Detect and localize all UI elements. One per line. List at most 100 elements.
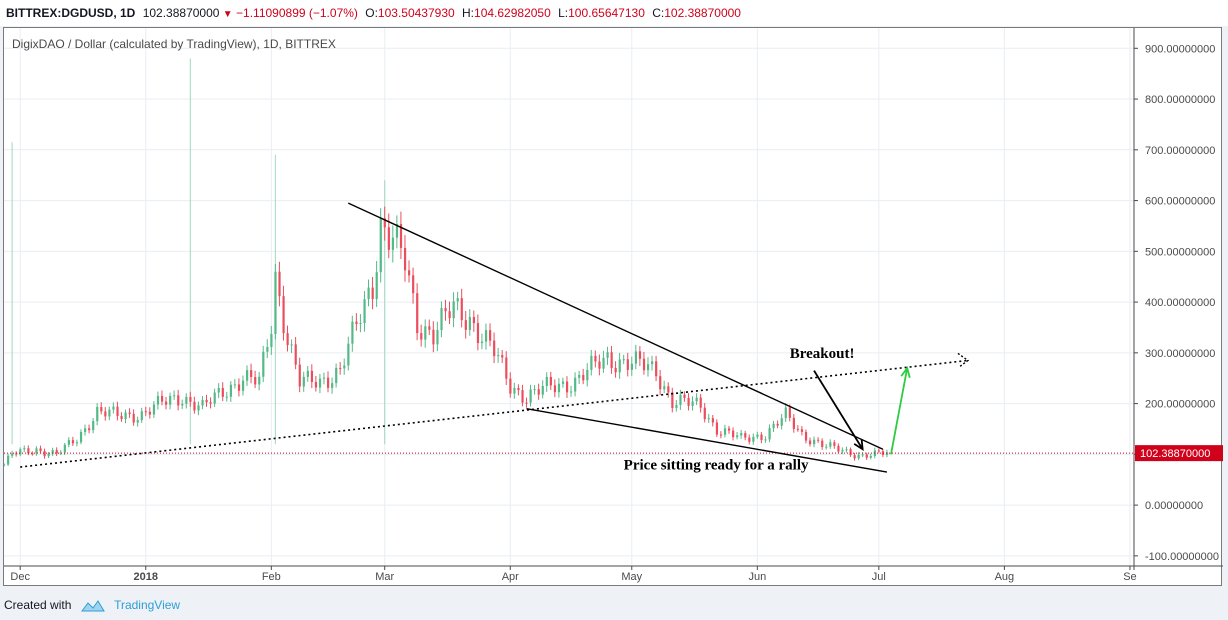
candle-body xyxy=(444,308,447,312)
chart-header: BITTREX:DGDUSD, 1D 102.38870000 ▼ −1.110… xyxy=(0,0,1228,26)
candle-body xyxy=(699,397,702,408)
rally-arrow-head xyxy=(900,366,911,378)
candle-body xyxy=(740,433,743,436)
price-chart[interactable]: 900.00000000 800.00000000 700.00000000 600.… xyxy=(4,28,1223,587)
candle-body xyxy=(432,329,435,345)
candle-body xyxy=(598,361,601,369)
tradingview-logo-icon[interactable] xyxy=(80,599,105,613)
candle-body xyxy=(800,429,804,432)
candle-body xyxy=(845,449,848,451)
down-triangle-icon: ▼ xyxy=(222,9,233,20)
high-label: H: xyxy=(462,6,475,20)
candle-body xyxy=(869,455,872,458)
tradingview-link[interactable]: TradingView xyxy=(114,598,181,612)
y-tick-label: 900.00000000 xyxy=(1145,43,1215,55)
candle-body xyxy=(667,386,670,393)
candle-body xyxy=(314,381,318,388)
chart-panel[interactable]: 900.00000000 800.00000000 700.00000000 600.… xyxy=(3,27,1223,587)
candle-body xyxy=(112,406,115,410)
candle-body xyxy=(675,404,678,408)
candle-body xyxy=(213,392,216,404)
candle-body xyxy=(59,452,62,454)
candle-body xyxy=(310,370,314,382)
candle-body xyxy=(877,450,881,452)
candle-body xyxy=(359,323,362,325)
open-label: O: xyxy=(365,6,378,20)
low-label: L: xyxy=(558,6,569,20)
candle-body xyxy=(501,355,504,358)
candle-body xyxy=(355,321,358,325)
candle-body xyxy=(513,387,516,394)
candle-body xyxy=(448,311,451,319)
candle-body xyxy=(687,397,690,406)
candle-body xyxy=(412,275,415,294)
candle-body xyxy=(719,434,723,436)
candle-body xyxy=(529,389,532,403)
candle-body xyxy=(541,386,544,395)
candle-body xyxy=(756,434,759,437)
breakout-arrow[interactable] xyxy=(813,370,864,450)
candle-body xyxy=(71,440,75,444)
candle-body xyxy=(278,271,281,297)
candle-body xyxy=(420,333,423,340)
candle-body xyxy=(100,407,103,412)
candle-body xyxy=(254,377,257,385)
candle-body xyxy=(327,377,330,388)
candle-body xyxy=(205,400,208,403)
candle-body xyxy=(424,326,427,340)
candle-body xyxy=(335,367,338,384)
open-value: 103.50437930 xyxy=(377,6,455,20)
candle-body xyxy=(258,376,261,385)
candle-body xyxy=(11,453,14,456)
candle-body xyxy=(553,385,557,393)
candle-body xyxy=(642,358,646,371)
candle-body xyxy=(331,383,334,388)
candle-body xyxy=(695,397,698,402)
candle-body xyxy=(124,412,127,420)
candle-body xyxy=(229,384,233,397)
rally-arrow[interactable] xyxy=(890,367,909,455)
close-label: C: xyxy=(652,6,665,20)
candle-body xyxy=(813,439,816,445)
x-tick-label: Aug xyxy=(995,571,1015,583)
dotted-trendline[interactable] xyxy=(20,359,969,468)
footer: Created with TradingView xyxy=(0,590,1228,620)
trendline[interactable] xyxy=(526,407,888,473)
candle-body xyxy=(391,237,395,250)
current-price-label: 102.38870000 xyxy=(1140,448,1210,460)
candle-body xyxy=(638,351,642,359)
y-tick-label: 200.00000000 xyxy=(1145,399,1215,411)
x-tick-label: Dec xyxy=(10,571,30,583)
breakout-annotation: Breakout! xyxy=(790,346,855,362)
candle-body xyxy=(881,451,885,455)
candle-body xyxy=(594,355,597,362)
candle-body xyxy=(387,227,390,250)
last-price: 102.38870000 xyxy=(142,6,220,20)
candle-body xyxy=(274,271,277,334)
candle-body xyxy=(521,390,524,403)
candle-body xyxy=(363,299,366,324)
candle-body xyxy=(108,409,111,417)
low-value: 100.65647130 xyxy=(568,6,645,20)
candle-body xyxy=(92,421,95,431)
candle-body xyxy=(727,428,731,431)
candle-body xyxy=(671,392,674,408)
candle-body xyxy=(104,411,107,417)
x-tick-label: Se xyxy=(1123,571,1136,583)
candle-body xyxy=(367,287,370,300)
candle-body xyxy=(4,464,6,466)
candle-body xyxy=(294,344,297,365)
candle-body xyxy=(610,352,613,368)
symbol-label[interactable]: BITTREX:DGDUSD, 1D xyxy=(6,6,136,20)
candle-body xyxy=(497,355,500,357)
candle-body xyxy=(586,369,589,381)
candle-body xyxy=(351,321,354,344)
candle-body xyxy=(574,377,577,392)
candle-body xyxy=(173,395,176,397)
candle-body xyxy=(776,423,779,426)
candle-body xyxy=(792,417,795,429)
candle-body xyxy=(19,449,22,455)
candle-body xyxy=(715,422,719,435)
trendline[interactable] xyxy=(347,202,884,450)
candle-body xyxy=(768,428,771,440)
